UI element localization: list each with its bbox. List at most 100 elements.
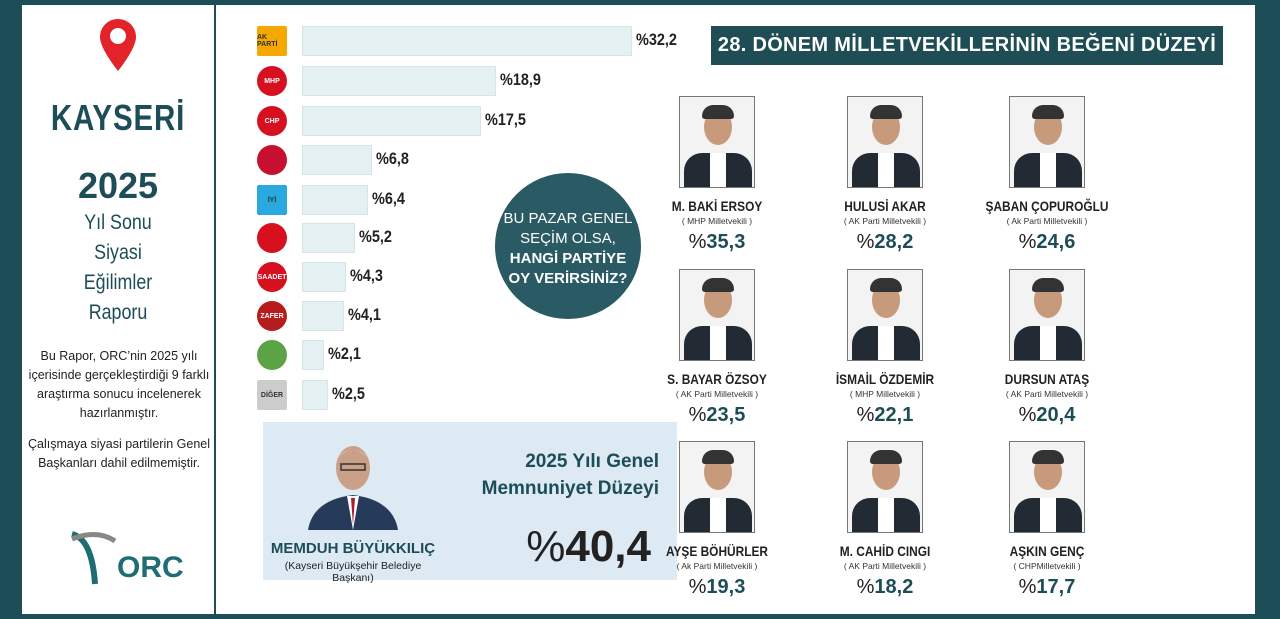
satisfaction-box: MEMDUH BÜYÜKKILIÇ (Kayseri Büyükşehir Be… <box>263 422 677 584</box>
bar-i-yi-parti- <box>302 185 368 215</box>
question-line: SEÇİM OLSA, <box>520 230 616 247</box>
mp-photo <box>679 96 755 188</box>
bar-value-label: %18,9 <box>499 70 541 89</box>
bar-dem-parti- <box>302 340 324 370</box>
report-year: 2025 <box>77 165 159 206</box>
percent-sign: % <box>1018 576 1037 598</box>
satisfaction-title-line: Memnuniyet Düzeyi <box>481 478 659 499</box>
question-line: OY VERİRSİNİZ? <box>508 270 628 287</box>
mp-photo <box>679 269 755 361</box>
party-logo-icon: MHP <box>257 66 287 96</box>
question-line: BU PAZAR GENEL <box>503 210 633 227</box>
city-title: KAYSERİ <box>50 97 186 138</box>
bar-bbp <box>302 223 356 253</box>
bar-value-label: %6,8 <box>375 149 409 168</box>
subtitle-line: Yıl Sonu <box>84 211 152 234</box>
mp-rating-value: 23,5 <box>706 404 746 426</box>
satisfaction-number: 40,4 <box>565 522 651 571</box>
mp-name: AYŞE BÖHÜRLER <box>665 543 769 559</box>
mp-party: ( MHP Milletvekili ) <box>849 389 921 399</box>
percent-sign: % <box>856 231 875 253</box>
bar-value-label: %2,1 <box>327 344 361 363</box>
bar-value-label: %6,4 <box>371 189 405 208</box>
mp-card: AŞKIN GENÇ ( CHPMilletvekili ) %17,7 <box>967 441 1127 599</box>
mp-card: HULUSİ AKAR ( AK Parti Milletvekili ) %2… <box>805 96 965 254</box>
satisfaction-title: 2025 Yılı Genel Memnuniyet Düzeyi <box>482 448 659 502</box>
percent-sign: % <box>688 576 707 598</box>
infographic: KAYSERİ 2025 Yıl Sonu Siyasi Eğilimler R… <box>22 5 1255 614</box>
orc-swoosh-icon <box>70 531 117 585</box>
mp-name: AŞKIN GENÇ <box>1009 543 1085 559</box>
mp-name: M. BAKİ ERSOY <box>671 198 763 214</box>
percent-sign: % <box>688 404 707 426</box>
percent-sign: % <box>1018 231 1037 253</box>
party-logo-icon: ZAFER <box>257 301 287 331</box>
party-logo-icon: CHP <box>257 106 287 136</box>
party-logo-icon: AK PARTİ <box>257 26 287 56</box>
mp-party: ( AK Parti Milletvekili ) <box>843 561 927 571</box>
bar-ak-parti- <box>302 26 632 56</box>
satisfaction-title-line: 2025 Yılı Genel <box>525 451 659 472</box>
subtitle-line: Siyasi <box>94 241 142 264</box>
bar-value-label: %4,3 <box>350 266 383 285</box>
bar-yeni-den-refah <box>302 145 372 175</box>
bar-value-label: %5,2 <box>359 227 393 246</box>
mp-rating: %18,2 <box>805 576 965 599</box>
bar-zafer-parti-si- <box>302 301 345 331</box>
mp-card: AYŞE BÖHÜRLER ( Ak Parti Milletvekili ) … <box>637 441 797 599</box>
mp-rating: %28,2 <box>805 231 965 254</box>
mayor-photo <box>303 430 403 530</box>
mp-party: ( AK Parti Milletvekili ) <box>1005 389 1089 399</box>
bar-chp <box>302 106 482 136</box>
mp-name: M. CAHİD CINGI <box>839 543 931 559</box>
bar-value-label: %32,2 <box>636 30 677 49</box>
report-description: Bu Rapor, ORC’nin 2025 yılı içerisinde g… <box>28 349 210 420</box>
mp-photo <box>847 96 923 188</box>
mp-rating-value: 24,6 <box>1036 231 1076 253</box>
report-subtitle: Yıl Sonu Siyasi Eğilimler Raporu <box>36 208 199 328</box>
mp-rating: %20,4 <box>967 404 1127 427</box>
mp-party: ( Ak Parti Milletvekili ) <box>1006 216 1088 226</box>
mp-section-title: 28. DÖNEM MİLLETVEKİLLERİNİN BEĞENİ DÜZE… <box>711 26 1223 65</box>
report-note: Çalışmaya siyasi partilerin Genel Başkan… <box>27 437 210 470</box>
percent-sign: % <box>526 522 566 571</box>
bar-saadet <box>302 262 347 292</box>
mp-photo <box>1009 441 1085 533</box>
percent-sign: % <box>1018 404 1037 426</box>
question-circle: BU PAZAR GENEL SEÇİM OLSA, HANGİ PARTİYE… <box>495 173 641 319</box>
mp-rating-value: 18,2 <box>874 576 914 598</box>
percent-sign: % <box>856 404 875 426</box>
bar-di-er <box>302 380 328 410</box>
left-panel: KAYSERİ 2025 Yıl Sonu Siyasi Eğilimler R… <box>22 5 216 614</box>
mp-name: DURSUN ATAŞ <box>1004 371 1090 387</box>
percent-sign: % <box>856 576 875 598</box>
mp-rating: %19,3 <box>637 576 797 599</box>
mp-card: DURSUN ATAŞ ( AK Parti Milletvekili ) %2… <box>967 269 1127 427</box>
party-logo-icon: İYİ <box>257 185 287 215</box>
mp-rating-value: 22,1 <box>874 404 914 426</box>
party-logo-icon <box>257 145 287 175</box>
mp-name: HULUSİ AKAR <box>844 198 926 214</box>
mp-rating-value: 20,4 <box>1036 404 1076 426</box>
mp-party: ( CHPMilletvekili ) <box>1013 561 1081 571</box>
party-logo-icon <box>257 223 287 253</box>
mp-card: İSMAİL ÖZDEMİR ( MHP Milletvekili ) %22,… <box>805 269 965 427</box>
mp-rating-value: 17,7 <box>1036 576 1076 598</box>
mp-rating: %35,3 <box>637 231 797 254</box>
orc-logo-text: ORC <box>117 551 184 584</box>
mp-photo <box>1009 269 1085 361</box>
mp-rating: %17,7 <box>967 576 1127 599</box>
mp-party: ( Ak Parti Milletvekili ) <box>676 561 758 571</box>
mp-photo <box>679 441 755 533</box>
subtitle-line: Raporu <box>88 301 148 324</box>
mp-party: ( MHP Milletvekili ) <box>681 216 753 226</box>
percent-sign: % <box>688 231 707 253</box>
party-logo-icon: SAADET <box>257 262 287 292</box>
mp-rating: %24,6 <box>967 231 1127 254</box>
mp-party: ( AK Parti Milletvekili ) <box>843 216 927 226</box>
mp-party: ( AK Parti Milletvekili ) <box>675 389 759 399</box>
mp-name: S. BAYAR ÖZSOY <box>667 371 767 387</box>
mp-name: İSMAİL ÖZDEMİR <box>835 371 935 387</box>
question-line: HANGİ PARTİYE <box>509 250 627 267</box>
mp-rating-value: 35,3 <box>706 231 746 253</box>
